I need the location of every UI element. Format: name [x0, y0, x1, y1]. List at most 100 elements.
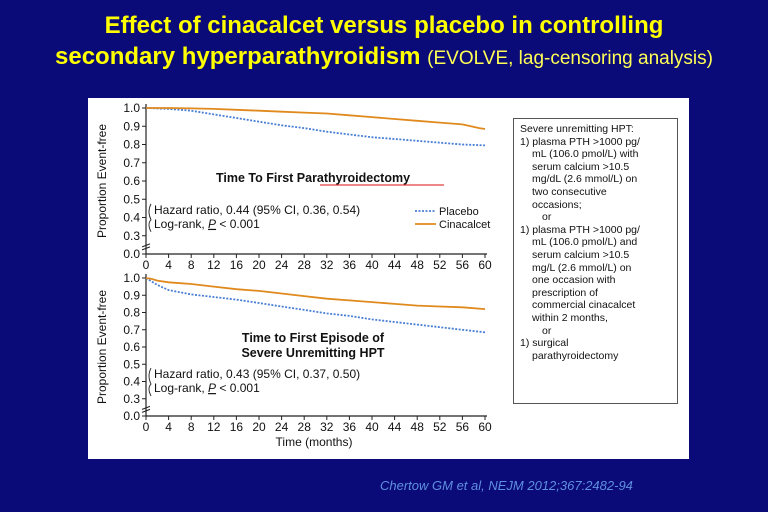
- hazard-ratio-label: Hazard ratio, 0.44 (95% CI, 0.36, 0.54): [154, 203, 360, 217]
- y-tick-label: 0.3: [123, 229, 140, 243]
- definition-line: 1) surgical: [520, 337, 569, 350]
- definition-line: serum calcium >10.5: [532, 248, 630, 261]
- logrank-suffix: < 0.001: [216, 217, 260, 231]
- x-tick-label: 60: [478, 258, 492, 272]
- x-tick-label: 12: [207, 258, 221, 272]
- y-tick-label: 0.4: [123, 375, 140, 389]
- annotation-bracket: [148, 203, 152, 233]
- definition-line: 1) plasma PTH >1000 pg/: [520, 135, 640, 148]
- y-tick-label: 0.0: [123, 247, 140, 261]
- slide-title: Effect of cinacalcet versus placebo in c…: [0, 10, 768, 74]
- x-tick-label: 24: [275, 258, 289, 272]
- logrank-label: Log-rank, P < 0.001: [154, 217, 260, 231]
- title-main: secondary hyperparathyroidism: [55, 43, 421, 70]
- x-tick-label: 32: [320, 420, 334, 434]
- definition-line: mL (106.0 pmol/L) with: [532, 148, 639, 161]
- logrank-suffix: < 0.001: [216, 381, 260, 395]
- y-tick-label: 0.7: [123, 156, 140, 170]
- x-tick-label: 32: [320, 258, 334, 272]
- y-tick-label: 0.8: [123, 306, 140, 320]
- x-tick-label: 52: [433, 420, 447, 434]
- logrank-p: P: [208, 217, 216, 231]
- axis-break-mark: [141, 246, 151, 251]
- legend-placebo-label: Placebo: [439, 206, 479, 218]
- definition-line: serum calcium >10.5: [532, 160, 630, 173]
- x-tick-label: 12: [207, 420, 221, 434]
- x-tick-label: 60: [478, 420, 492, 434]
- y-axis-label: Proportion Event-free: [95, 124, 109, 238]
- x-tick-label: 36: [343, 420, 357, 434]
- y-tick-label: 0.3: [123, 392, 140, 406]
- logrank-prefix: Log-rank,: [154, 381, 208, 395]
- chart2-title-line1: Time to First Episode of: [242, 331, 385, 345]
- y-tick-label: 0.5: [123, 357, 140, 371]
- y-tick-label: 0.0: [123, 409, 140, 423]
- chart1-title: Time To First Parathyroidectomy: [216, 171, 410, 185]
- y-tick-label: 0.9: [123, 288, 140, 302]
- y-tick-label: 0.4: [123, 211, 140, 225]
- x-tick-label: 16: [230, 258, 244, 272]
- definition-line: Severe unremitting HPT:: [520, 123, 634, 135]
- x-tick-label: 28: [298, 258, 312, 272]
- definition-line: commercial cinacalcet: [532, 299, 636, 312]
- x-tick-label: 36: [343, 258, 357, 272]
- x-tick-label: 44: [388, 420, 402, 434]
- figure-panel: 0.0 0.3 0.4 0.5 0.6 0.7 0.8 0.9 1.0 0 4 8 12 16 20 24 28…: [88, 98, 689, 459]
- x-tick-label: 24: [275, 420, 289, 434]
- definition-line: or: [542, 324, 552, 337]
- x-tick-label: 0: [143, 420, 150, 434]
- x-tick-label: 8: [188, 420, 195, 434]
- legend-cinacalcet-label: Cinacalcet: [439, 219, 490, 231]
- y-tick-label: 0.6: [123, 340, 140, 354]
- axis-break-mark: [141, 408, 151, 413]
- chart2-title-line2: Severe Unremitting HPT: [241, 346, 384, 360]
- logrank-p: P: [208, 381, 216, 395]
- y-tick-label: 0.5: [123, 192, 140, 206]
- x-tick-label: 40: [365, 420, 379, 434]
- placebo-series-line: [145, 277, 486, 334]
- title-line-1: Effect of cinacalcet versus placebo in c…: [104, 12, 664, 39]
- x-tick-label: 52: [433, 258, 447, 272]
- km-charts: 0.00.30.40.50.60.70.80.91.00 4 8 12 16 20 24 28…: [95, 101, 492, 449]
- x-tick-label: 4: [165, 420, 172, 434]
- x-tick-label: 48: [411, 420, 425, 434]
- logrank-label: Log-rank, P < 0.001: [154, 381, 260, 395]
- y-tick-label: 1.0: [123, 101, 140, 115]
- axis-break-mark: [141, 405, 151, 410]
- citation: Chertow GM et al, NEJM 2012;367:2482-94: [380, 478, 633, 493]
- logrank-prefix: Log-rank,: [154, 217, 208, 231]
- title-line-2: secondary hyperparathyroidism (EVOLVE, l…: [0, 41, 768, 74]
- cinacalcet-series-line: [146, 107, 486, 130]
- x-tick-label: 8: [188, 258, 195, 272]
- axis-break-mark: [141, 243, 151, 248]
- x-tick-label: 48: [411, 258, 425, 272]
- definition-line: or: [542, 211, 552, 224]
- annotation-bracket: [148, 367, 152, 397]
- cinacalcet-series-line: [145, 277, 486, 310]
- x-tick-label: 4: [165, 258, 172, 272]
- x-tick-label: 56: [456, 258, 470, 272]
- definition-box: Severe unremitting HPT: 1) plasma PTH >10…: [513, 118, 678, 404]
- y-tick-label: 1.0: [123, 271, 140, 285]
- definition-line: occasions;: [532, 198, 582, 211]
- definition-line: within 2 months,: [532, 311, 608, 324]
- definition-line: mg/L (2.6 mmol/L) on: [532, 261, 632, 274]
- y-tick-label: 0.8: [123, 138, 140, 152]
- x-tick-label: 44: [388, 258, 402, 272]
- x-tick-label: 20: [252, 420, 266, 434]
- definition-line: 1) plasma PTH >1000 pg/: [520, 223, 640, 236]
- definition-line: two consecutive: [532, 185, 607, 198]
- definition-line: mg/dL (2.6 mmol/L) on: [532, 173, 638, 186]
- y-tick-label: 0.9: [123, 119, 140, 133]
- x-axis-label: Time (months): [276, 435, 353, 449]
- x-tick-label: 40: [365, 258, 379, 272]
- y-axis-label: Proportion Event-free: [95, 290, 109, 404]
- definition-line: mL (106.0 pmol/L) and: [532, 236, 638, 249]
- x-tick-label: 20: [252, 258, 266, 272]
- definition-line: one occasion with: [532, 274, 616, 287]
- y-tick-label: 0.6: [123, 174, 140, 188]
- definition-line: parathyroidectomy: [532, 349, 619, 362]
- hazard-ratio-label: Hazard ratio, 0.43 (95% CI, 0.37, 0.50): [154, 367, 360, 381]
- title-note: (EVOLVE, lag-censoring analysis): [427, 48, 713, 69]
- placebo-series-line: [145, 107, 486, 147]
